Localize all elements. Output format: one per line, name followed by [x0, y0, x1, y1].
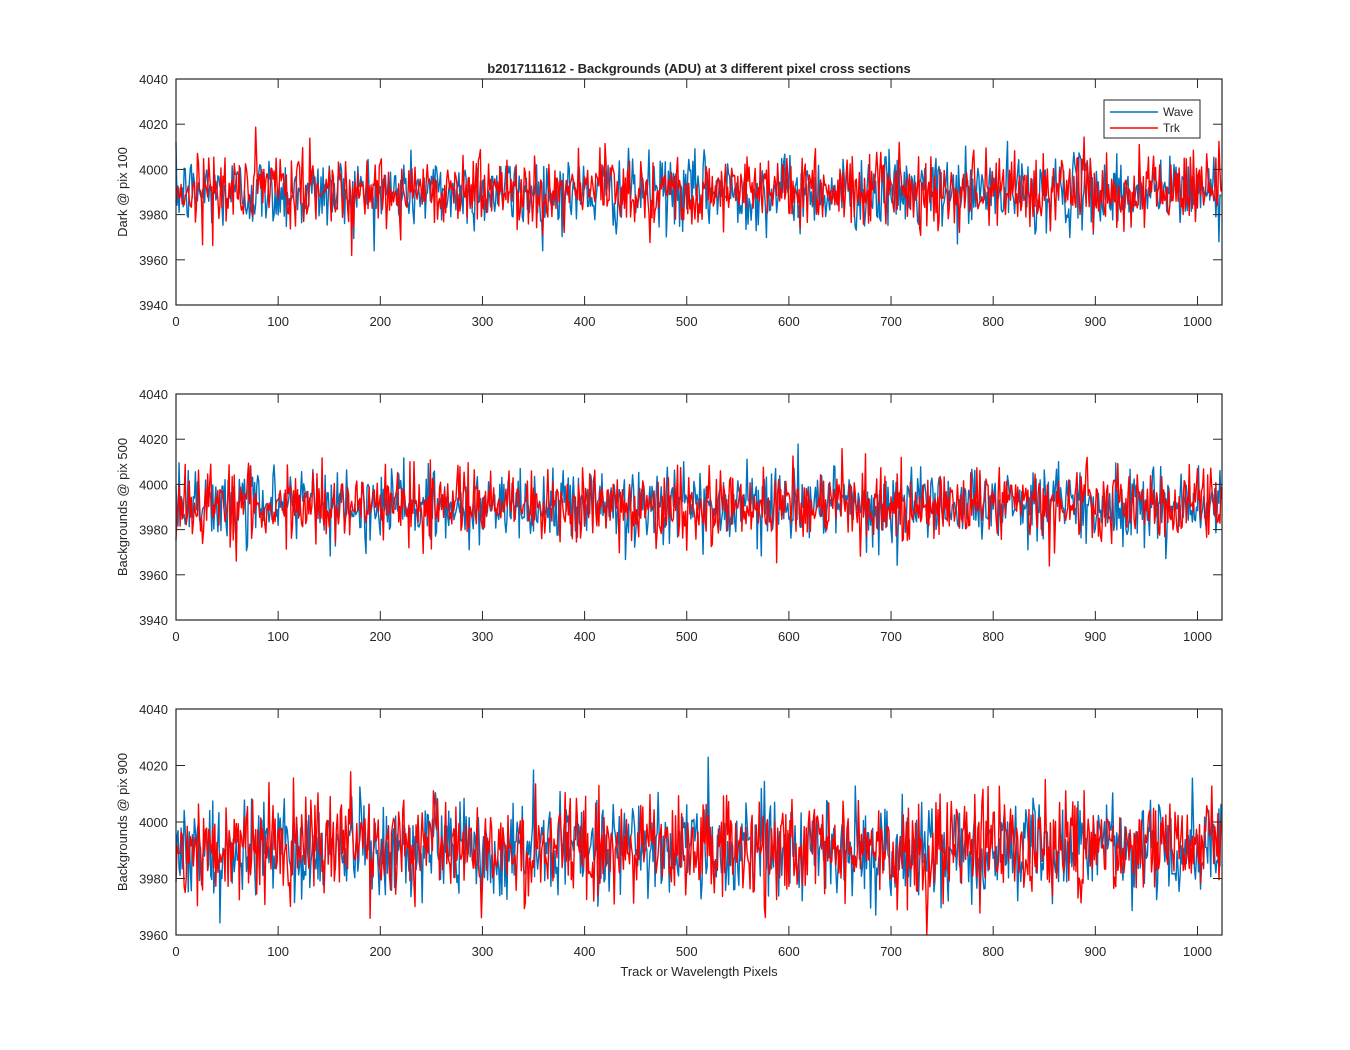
x-tick-label: 600 — [778, 314, 800, 329]
x-tick-label: 1000 — [1183, 629, 1212, 644]
figure-title: b2017111612 - Backgrounds (ADU) at 3 dif… — [487, 61, 910, 76]
x-tick-label: 100 — [267, 314, 289, 329]
y-tick-label: 4020 — [139, 759, 168, 774]
x-tick-label: 700 — [880, 314, 902, 329]
x-tick-label: 0 — [172, 944, 179, 959]
y-tick-label: 3960 — [139, 928, 168, 943]
y-tick-label: 4020 — [139, 117, 168, 132]
series-line-trk — [175, 448, 1222, 567]
x-tick-label: 1000 — [1183, 944, 1212, 959]
y-tick-label: 3980 — [139, 208, 168, 223]
x-tick-label: 500 — [676, 314, 698, 329]
x-tick-label: 300 — [472, 944, 494, 959]
x-tick-label: 700 — [880, 944, 902, 959]
x-tick-label: 600 — [778, 944, 800, 959]
series-line-trk — [175, 771, 1222, 936]
x-tick-label: 600 — [778, 629, 800, 644]
y-tick-label: 3940 — [139, 613, 168, 628]
y-axis-label: Backgrounds @ pix 900 — [115, 753, 130, 891]
y-axis-label: Dark @ pix 100 — [115, 147, 130, 237]
y-tick-label: 3980 — [139, 872, 168, 887]
x-tick-label: 500 — [676, 944, 698, 959]
x-tick-label: 700 — [880, 629, 902, 644]
x-tick-label: 1000 — [1183, 314, 1212, 329]
x-tick-label: 400 — [574, 314, 596, 329]
y-tick-label: 3940 — [139, 298, 168, 313]
x-tick-label: 300 — [472, 314, 494, 329]
legend-box — [1103, 99, 1201, 139]
y-tick-label: 4040 — [139, 72, 168, 87]
legend-trk-label: Trk — [1163, 121, 1181, 135]
x-tick-label: 100 — [267, 629, 289, 644]
legend: Wave Trk — [1103, 99, 1201, 139]
subplot-dark-pix-100: 0 100 200 300 400 500 600 700 800 900 1000 3940 3960… — [115, 72, 1223, 329]
axes-box — [175, 393, 1223, 621]
y-tick-label: 4040 — [139, 387, 168, 402]
x-tick-label: 0 — [172, 629, 179, 644]
axes-box — [175, 78, 1223, 306]
x-tick-label: 800 — [982, 314, 1004, 329]
x-tick-label: 300 — [472, 629, 494, 644]
x-tick-label: 900 — [1084, 314, 1106, 329]
y-tick-label: 4020 — [139, 432, 168, 447]
y-tick-label: 3980 — [139, 523, 168, 538]
legend-wave-label: Wave — [1163, 105, 1194, 119]
x-tick-label: 100 — [267, 944, 289, 959]
y-tick-label: 4000 — [139, 162, 168, 177]
x-tick-label: 400 — [574, 944, 596, 959]
y-tick-label: 4000 — [139, 815, 168, 830]
x-tick-label: 200 — [369, 629, 391, 644]
series-line-trk — [175, 126, 1222, 257]
x-tick-label: 800 — [982, 629, 1004, 644]
x-axis-label: Track or Wavelength Pixels — [620, 964, 778, 979]
x-tick-label: 400 — [574, 629, 596, 644]
x-tick-label: 900 — [1084, 944, 1106, 959]
y-tick-label: 3960 — [139, 253, 168, 268]
x-tick-label: 800 — [982, 944, 1004, 959]
y-tick-label: 4000 — [139, 477, 168, 492]
x-tick-label: 900 — [1084, 629, 1106, 644]
x-tick-label: 200 — [369, 944, 391, 959]
x-tick-label: 200 — [369, 314, 391, 329]
x-tick-label: 500 — [676, 629, 698, 644]
x-tick-label: 0 — [172, 314, 179, 329]
y-axis-label: Backgrounds @ pix 500 — [115, 438, 130, 576]
subplot-backgrounds-pix-900: 0 100 200 300 400 500 600 700 800 900 1000 3960 3980… — [115, 702, 1223, 959]
y-tick-label: 4040 — [139, 702, 168, 717]
y-tick-label: 3960 — [139, 568, 168, 583]
subplot-backgrounds-pix-500: 0 100 200 300 400 500 600 700 800 900 1000 3940 3960… — [115, 387, 1223, 644]
